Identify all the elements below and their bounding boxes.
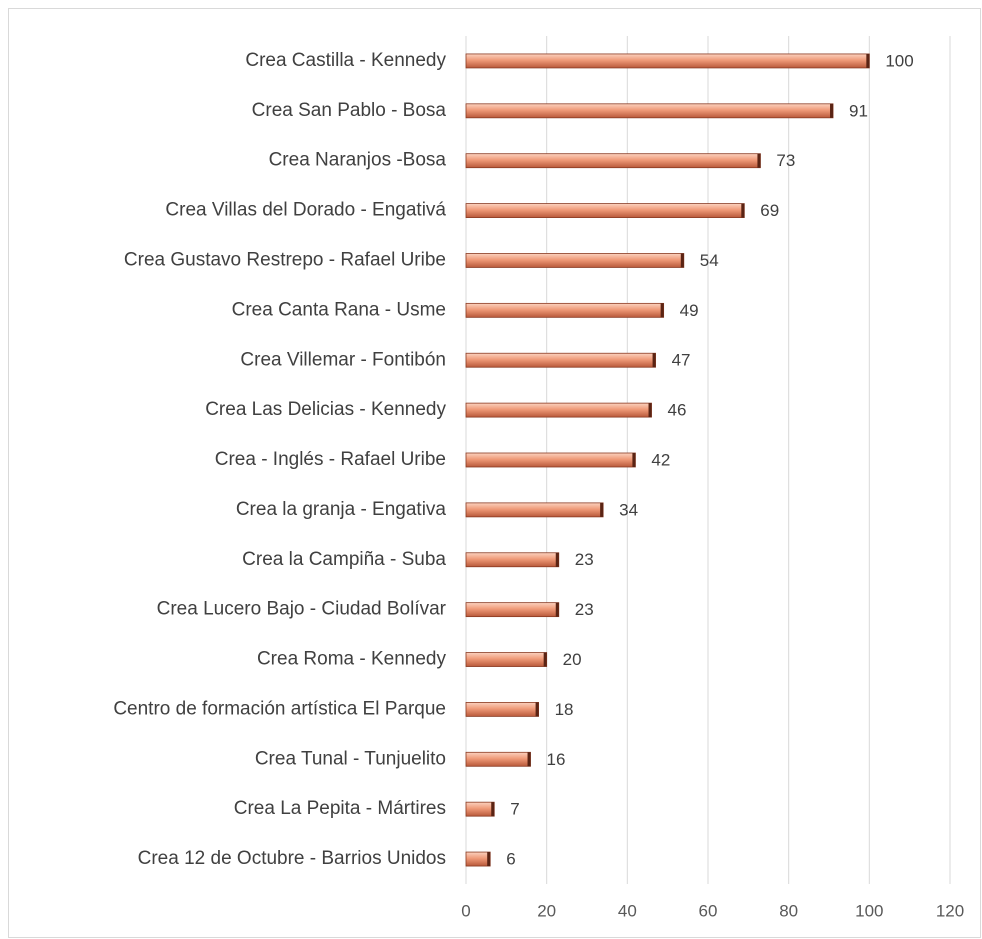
- bar: [465, 502, 604, 518]
- y-tick-label: Crea Castilla - Kennedy: [245, 50, 446, 71]
- bar: [465, 602, 560, 618]
- bar: [465, 103, 834, 119]
- chart-border: [8, 8, 981, 938]
- data-label: 91: [849, 101, 868, 120]
- bar: [465, 452, 636, 468]
- y-tick-label: Crea Canta Rana - Usme: [232, 299, 446, 320]
- y-tick-label: Crea San Pablo - Bosa: [252, 100, 447, 121]
- bar-edge: [632, 453, 636, 467]
- data-label: 47: [672, 351, 691, 370]
- y-tick-label: Crea la Campiña - Suba: [242, 549, 446, 570]
- bar: [465, 53, 870, 69]
- bar: [465, 801, 495, 817]
- y-tick-label: Crea Villemar - Fontibón: [240, 349, 446, 370]
- x-tick-label: 20: [537, 901, 556, 920]
- bar-edge: [757, 153, 761, 168]
- y-tick-label: Crea Roma - Kennedy: [257, 649, 447, 670]
- bar: [465, 302, 665, 318]
- y-tick-label: Crea Tunal - Tunjuelito: [255, 748, 446, 769]
- data-label: 20: [563, 650, 582, 669]
- x-tick-label: 80: [779, 901, 798, 920]
- y-tick-label: Crea Lucero Bajo - Ciudad Bolívar: [157, 599, 447, 620]
- bar-edge: [491, 802, 495, 817]
- y-tick-label: Crea La Pepita - Mártires: [234, 798, 446, 819]
- x-tick-label: 100: [855, 901, 883, 920]
- data-label: 54: [700, 251, 719, 270]
- bar-edge: [555, 552, 559, 567]
- bar-edge: [648, 403, 652, 418]
- bar: [465, 851, 491, 867]
- bar-edge: [600, 502, 604, 517]
- bar: [465, 203, 745, 218]
- y-tick-label: Crea Gustavo Restrepo - Rafael Uribe: [124, 249, 446, 270]
- x-tick-label: 60: [699, 901, 718, 920]
- data-label: 6: [506, 850, 515, 869]
- bar: [465, 153, 761, 169]
- y-tick-label: Crea 12 de Octubre - Barrios Unidos: [138, 848, 446, 869]
- y-tick-label: Crea Naranjos -Bosa: [269, 150, 447, 171]
- data-label: 18: [555, 700, 574, 719]
- x-tick-label: 0: [461, 901, 470, 920]
- bar-edge: [535, 702, 539, 717]
- bar: [465, 552, 560, 568]
- y-tick-label: Crea la granja - Engativa: [236, 499, 447, 520]
- data-label: 23: [575, 550, 594, 569]
- data-label: 7: [510, 800, 519, 819]
- y-tick-label: Centro de formación artística El Parque: [113, 698, 446, 719]
- bar-edge: [543, 652, 547, 667]
- data-label: 23: [575, 600, 594, 619]
- data-label: 49: [680, 301, 699, 320]
- bar-edge: [555, 602, 559, 617]
- bar: [465, 751, 531, 767]
- bar-edge: [527, 752, 531, 767]
- y-tick-label: Crea Las Delicias - Kennedy: [205, 399, 446, 420]
- bar-edge: [741, 203, 745, 218]
- bar-edge: [660, 303, 664, 318]
- bar: [465, 652, 548, 667]
- bar-edge: [487, 852, 491, 867]
- data-label: 46: [668, 401, 687, 420]
- data-label: 100: [885, 51, 913, 70]
- y-tick-label: Crea - Inglés - Rafael Uribe: [215, 449, 446, 470]
- data-label: 69: [760, 201, 779, 220]
- data-label: 34: [619, 500, 638, 519]
- bar: [465, 253, 685, 268]
- x-tick-label: 40: [618, 901, 637, 920]
- bar-edge: [652, 353, 656, 368]
- bar-edge: [866, 53, 870, 68]
- bar: [465, 402, 652, 418]
- data-label: 42: [651, 450, 670, 469]
- bar: [465, 702, 539, 717]
- bar: [465, 352, 656, 368]
- data-label: 16: [547, 750, 566, 769]
- bar-edge: [680, 253, 684, 268]
- y-tick-label: Crea Villas del Dorado - Engativá: [165, 200, 446, 221]
- data-label: 73: [776, 151, 795, 170]
- x-tick-label: 120: [936, 901, 964, 920]
- bar-edge: [830, 103, 834, 118]
